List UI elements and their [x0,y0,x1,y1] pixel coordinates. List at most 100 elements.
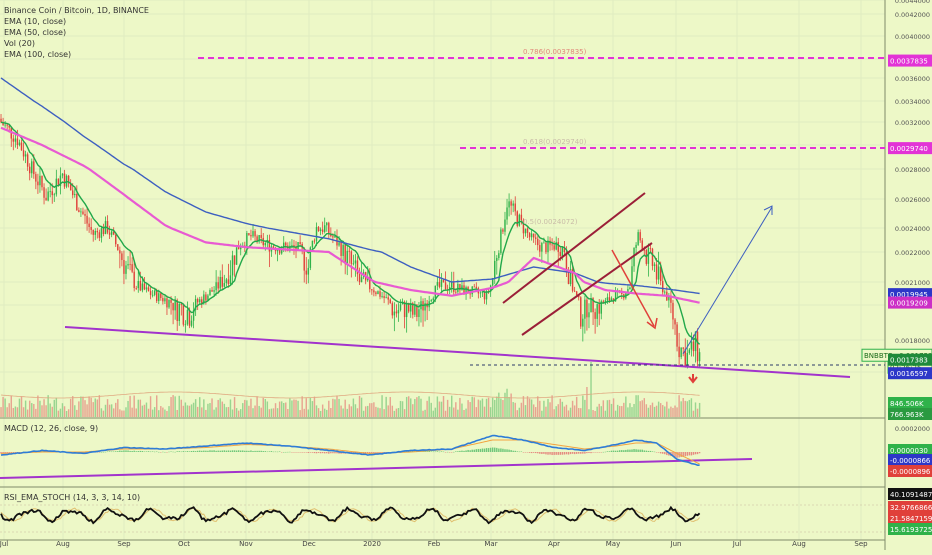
macd-histogram-bar [293,452,295,453]
macd-trendline[interactable] [0,458,753,479]
candle-body [305,270,307,275]
candle-body [678,346,680,358]
volume-bar [551,395,553,417]
volume-bar [33,403,35,417]
volume-bar [67,409,70,417]
volume-bar [352,398,355,417]
volume-bar [158,410,160,417]
macd-histogram-bar [139,450,142,452]
volume-bar [323,408,326,417]
candle-body [74,194,76,196]
candle-body [475,286,478,289]
macd-axis-label: 0.0002000 [895,425,930,433]
candle-body [237,247,240,250]
volume-bar [84,400,86,417]
support-trendline[interactable] [64,326,851,378]
macd-histogram-bar [616,450,619,452]
volume-bar [580,408,582,417]
candle-body [424,303,426,311]
macd-histogram-bar [201,450,203,452]
volume-bar [41,405,43,417]
candle-body [571,269,574,291]
volume-bar [459,397,461,417]
candle-body [256,236,258,242]
stoch-badge-text: 32.9766866 [890,504,932,512]
volume-bar [641,400,643,417]
volume-bar [397,408,400,417]
volume-bar [258,405,260,417]
candle-body [432,298,434,301]
macd-histogram-bar [231,450,234,452]
candle-body [502,229,504,232]
candle-body [217,282,219,289]
volume-bar [285,402,287,417]
volume-bar [12,407,15,417]
macd-histogram-bar [14,452,17,453]
volume-bar [528,398,531,417]
volume-bar [477,399,480,417]
volume-bar [110,404,113,417]
volume-bar [174,396,176,417]
volume-bar [35,408,37,417]
macd-histogram-bar [532,452,535,453]
time-axis[interactable]: Jul Aug Sep Oct Nov Dec 2020 Feb Mar Apr May Jun Jul… [0,539,885,548]
candle-body [16,138,19,146]
candle-body [403,301,406,318]
candle-body [88,223,90,228]
volume-bar [487,397,490,417]
volume-bar [547,399,549,417]
volume-bar [672,407,674,417]
volume-bar [600,406,602,417]
volume-bar [276,408,279,417]
volume-bar [311,401,314,417]
price-badge-text: 0.0029740 [890,145,928,153]
macd-histogram-bar [221,450,223,452]
candle-body [211,290,213,292]
macd-histogram-bar [543,452,545,454]
stoch-badge-bg [888,512,932,524]
macd-histogram-bar [522,452,525,453]
macd-histogram-bar [272,451,275,453]
candle-body [520,214,523,221]
volume-bar [297,400,299,417]
candle-body [346,250,348,264]
time-axis-label: 2020 [363,540,381,548]
fib-label-05: 0.5(0.0024072) [523,218,578,226]
candle-body [641,240,643,250]
candle-body [414,304,416,315]
macd-histogram-bar [115,451,117,452]
macd-histogram-bar [475,449,478,452]
candle-body [430,300,432,302]
candle-body [264,243,267,246]
macd-histogram-bar [514,450,516,452]
candle-body [635,244,637,248]
macd-histogram-bar [170,451,172,452]
macd-histogram-bar [147,451,150,452]
volume-bar [434,407,437,417]
volume-bar [219,398,221,417]
red-down-arrow-line[interactable] [611,249,655,327]
blue-up-arrow-line[interactable] [682,206,773,355]
candle-body [512,203,514,206]
candle-body [149,291,152,295]
macd-histogram-bar [582,452,584,454]
candle-body [448,287,451,290]
volume-bar [227,407,230,417]
candle-body [688,349,691,353]
volume-bar [332,398,334,417]
macd-histogram-bar [643,450,646,452]
channel-upper-line[interactable] [502,192,646,304]
volume-bar [160,406,162,417]
volume-bar [422,410,424,417]
channel-lower-line[interactable] [521,242,653,336]
volume-bar [293,399,295,417]
macd-histogram-bar [502,448,504,452]
volume-bar [682,398,684,417]
volume-bar [147,408,150,417]
macd-histogram-bar [504,449,506,452]
price-axis-label: 0.0036000 [895,75,930,83]
macd-histogram-bar [184,451,187,452]
volume-bar [336,395,338,417]
volume-bar [112,408,115,417]
macd-histogram-bar [516,451,518,452]
